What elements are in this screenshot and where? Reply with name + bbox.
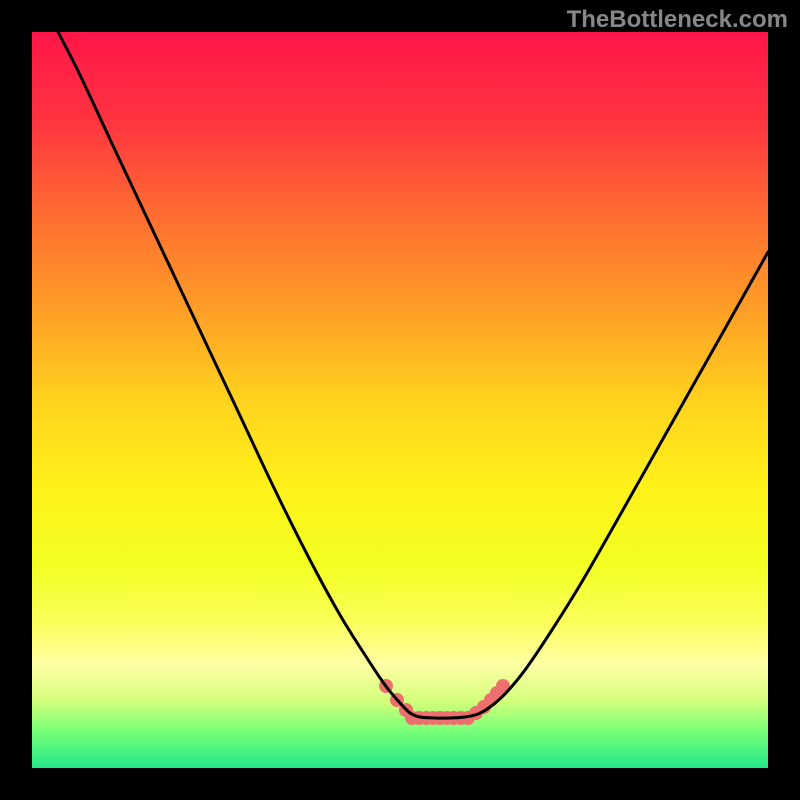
chart-svg (0, 0, 800, 800)
watermark-text: TheBottleneck.com (567, 6, 788, 34)
gradient-background (32, 32, 768, 768)
